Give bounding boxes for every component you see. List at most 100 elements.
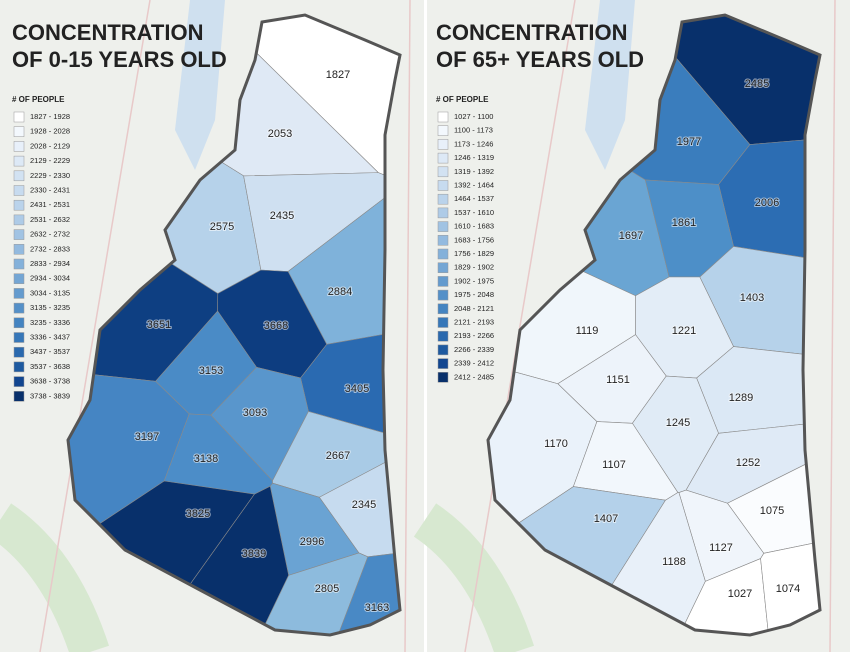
district-label: 2996: [300, 536, 324, 548]
district-label: 1403: [740, 292, 764, 304]
legend-swatch: [437, 317, 449, 328]
district-label: 2435: [270, 210, 294, 222]
district-label: 3197: [135, 431, 159, 443]
legend-swatch: [437, 372, 449, 383]
legend-swatch: [437, 193, 449, 205]
road: [404, 0, 411, 652]
district-label: 1289: [729, 392, 753, 404]
district-label: 3651: [147, 319, 171, 331]
map-title: CONCENTRATION: [12, 20, 203, 45]
map-title: OF 0-15 YEARS OLD: [12, 47, 227, 72]
legend-swatch: [13, 361, 25, 373]
map-title: OF 65+ YEARS OLD: [436, 47, 644, 72]
legend-swatch: [437, 330, 449, 342]
legend-label: 1173 - 1246: [454, 139, 493, 148]
legend-label: 1246 - 1319: [454, 153, 494, 162]
district-label: 3138: [194, 453, 218, 465]
district-label: 2485: [745, 78, 769, 90]
legend-swatch: [437, 180, 449, 191]
legend-label: 1928 - 2028: [30, 127, 70, 136]
legend-swatch: [13, 141, 25, 152]
district-label: 1127: [709, 542, 733, 554]
legend-label: 1975 - 2048: [454, 290, 494, 299]
legend-label: 3638 - 3738: [30, 377, 70, 386]
legend-title: # OF PEOPLE: [436, 95, 489, 104]
legend-swatch: [437, 221, 449, 232]
legend-title: # OF PEOPLE: [12, 95, 65, 104]
river: [175, 0, 225, 170]
borough-outline: [66, 13, 402, 637]
legend-swatch: [437, 303, 449, 315]
legend-label: 2833 - 2934: [30, 259, 70, 268]
district-label: 1861: [672, 217, 696, 229]
legend-swatch: [13, 126, 25, 137]
legend-label: 1537 - 1610: [454, 208, 494, 217]
district-label: 3825: [186, 508, 210, 520]
legend-label: 1392 - 1464: [454, 180, 494, 189]
legend-swatch: [437, 166, 449, 178]
legend-swatch: [437, 276, 449, 287]
legend-swatch: [13, 332, 25, 343]
legend-swatch: [437, 262, 449, 273]
district-label: 1027: [728, 588, 752, 600]
district-label: 1119: [576, 325, 599, 337]
legend-label: 3034 - 3135: [30, 288, 70, 297]
legend-label: 2121 - 2193: [454, 317, 494, 326]
legend-label: 2193 - 2266: [454, 331, 494, 340]
legend-label: 2330 - 2431: [30, 185, 70, 194]
legend-swatch: [13, 391, 25, 402]
legend-swatch: [13, 111, 25, 123]
district-label: 2805: [315, 583, 339, 595]
district-label: 2006: [755, 197, 779, 209]
legend-label: 1100 - 1173: [454, 126, 493, 135]
district-label: 2667: [326, 450, 350, 462]
district-label: 1151: [606, 374, 630, 386]
legend-label: 2229 - 2330: [30, 171, 70, 180]
district-label: 2345: [352, 499, 376, 511]
legend-label: 3537 - 3638: [30, 362, 70, 371]
district-label: 1075: [760, 505, 784, 517]
panel-divider: [424, 0, 427, 652]
legend-label: 1319 - 1392: [454, 167, 494, 176]
district-label: 1407: [594, 513, 618, 525]
district-label: 3163: [365, 602, 389, 614]
district-label: 3153: [199, 365, 223, 377]
legend-label: 3235 - 3336: [30, 318, 70, 327]
district-label: 1074: [776, 583, 800, 595]
legend-label: 1683 - 1756: [454, 235, 494, 244]
legend-label: 2934 - 3034: [30, 274, 70, 283]
legend-swatch: [437, 358, 449, 369]
district-label: 3093: [243, 407, 267, 419]
legend-label: 3437 - 3537: [30, 347, 70, 356]
legend-swatch: [13, 317, 25, 329]
legend-swatch: [437, 152, 449, 164]
district-label: 1977: [677, 136, 701, 148]
district: [760, 537, 820, 635]
legend-swatch: [437, 111, 449, 123]
district-label: 2884: [328, 286, 352, 298]
legend-swatch: [437, 139, 449, 150]
district-label: 1107: [602, 459, 626, 471]
district-label: 1170: [544, 438, 568, 450]
legend-label: 3336 - 3437: [30, 332, 70, 341]
legend-label: 2266 - 2339: [454, 345, 494, 354]
map-title: CONCENTRATION: [436, 20, 627, 45]
legend-label: 1829 - 1902: [454, 263, 494, 272]
park: [413, 503, 535, 652]
district-label: 1827: [326, 69, 350, 81]
legend-label: 2048 - 2121: [454, 304, 494, 313]
legend-swatch: [437, 235, 449, 246]
road: [829, 0, 836, 652]
legend-label: 2028 - 2129: [30, 141, 70, 150]
legend-label: 2129 - 2229: [30, 156, 70, 165]
legend-swatch: [13, 214, 25, 226]
legend-swatch: [13, 376, 25, 387]
legend-label: 3135 - 3235: [30, 303, 70, 312]
borough-outline: [486, 13, 822, 637]
road: [39, 0, 151, 652]
legend-swatch: [437, 248, 449, 260]
legend-swatch: [13, 155, 25, 167]
legend-label: 2632 - 2732: [30, 230, 70, 239]
